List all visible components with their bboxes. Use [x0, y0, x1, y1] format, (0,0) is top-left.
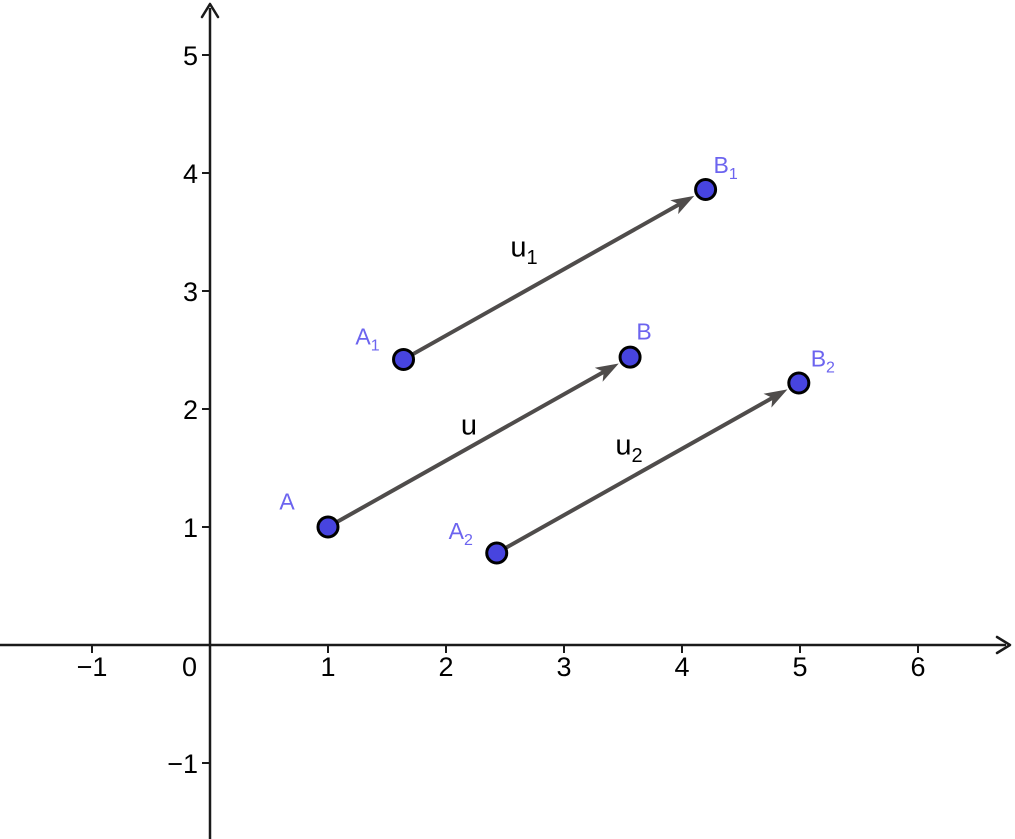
- origin-label: 0: [182, 652, 197, 682]
- x-tick-label: 4: [674, 652, 689, 682]
- point-A-label: A: [279, 488, 295, 514]
- point-B[interactable]: [618, 345, 642, 369]
- point-B1-label: B1: [713, 152, 737, 183]
- vector-u2-label: u2: [615, 429, 642, 467]
- point-A1[interactable]: [392, 347, 416, 371]
- y-tick-label: 1: [183, 513, 198, 543]
- point-A1-label: A1: [355, 324, 379, 355]
- point-B-label: B: [636, 318, 651, 344]
- vector-u-label: u: [461, 409, 477, 441]
- y-tick-label: 5: [183, 41, 198, 71]
- x-tick-label: −1: [77, 652, 108, 682]
- y-tick-label: −1: [167, 749, 198, 779]
- vector-u1-line[interactable]: [402, 200, 684, 362]
- y-tick-label: 3: [183, 277, 198, 307]
- point-A[interactable]: [316, 515, 340, 539]
- point-B1[interactable]: [694, 178, 718, 202]
- point-B2[interactable]: [787, 371, 811, 395]
- y-tick-label: 2: [183, 395, 198, 425]
- vector-u-arrowhead-icon: [594, 363, 619, 382]
- x-tick-label: 2: [438, 652, 453, 682]
- vector-u-line[interactable]: [327, 368, 608, 529]
- vector-u2-arrowhead-icon: [763, 389, 788, 408]
- vector-u2-line[interactable]: [495, 394, 777, 555]
- point-A2-label: A2: [449, 518, 473, 549]
- y-tick-label: 4: [183, 159, 198, 189]
- x-tick-label: 6: [910, 652, 925, 682]
- point-B2-label: B2: [811, 345, 835, 376]
- x-tick-label: 3: [556, 652, 571, 682]
- x-tick-label: 1: [320, 652, 335, 682]
- y-axis-arrow-icon: [200, 2, 220, 19]
- point-A2[interactable]: [485, 541, 509, 565]
- vector-u1-arrowhead-icon: [670, 195, 695, 215]
- x-tick-label: 5: [792, 652, 807, 682]
- x-axis-arrow-icon: [995, 635, 1012, 655]
- vector-u1-label: u1: [510, 231, 537, 269]
